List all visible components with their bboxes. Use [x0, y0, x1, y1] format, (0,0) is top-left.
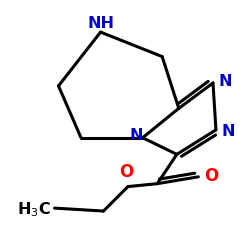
- Text: O: O: [120, 163, 134, 181]
- Text: N: N: [129, 128, 142, 143]
- Text: O: O: [204, 166, 218, 184]
- Text: H$_3$C: H$_3$C: [17, 200, 51, 219]
- Text: N: N: [221, 124, 235, 138]
- Text: NH: NH: [87, 16, 114, 31]
- Text: N: N: [218, 74, 232, 89]
